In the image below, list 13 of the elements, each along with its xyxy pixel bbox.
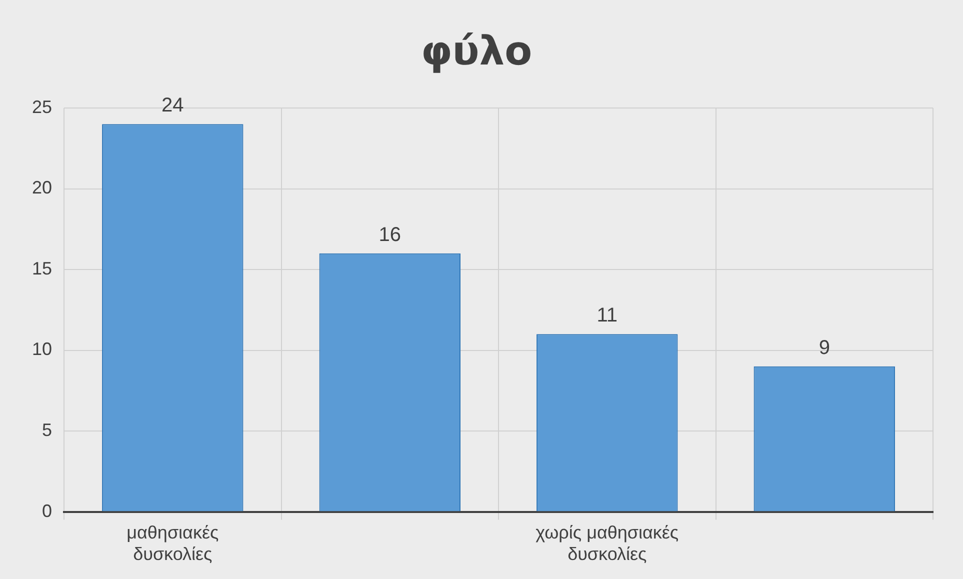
chart-title: φύλο [420, 28, 532, 74]
y-tick-label: 10 [32, 339, 52, 360]
y-tick-label: 20 [32, 178, 52, 198]
data-label: 16 [378, 224, 402, 246]
data-label: 24 [162, 94, 184, 117]
x-tick-label: μαθησιακές δυσκολίες [126, 522, 219, 564]
y-tick-label: 15 [32, 258, 52, 278]
data-label: 11 [596, 304, 618, 327]
y-tick-label: 5 [42, 420, 52, 440]
y-tick-label: 0 [42, 500, 52, 521]
x-tick-label: χωρίς μαθησιακές δυσκολίες [536, 522, 679, 564]
y-tick-label: 25 [32, 96, 52, 117]
data-label: 9 [818, 336, 830, 359]
